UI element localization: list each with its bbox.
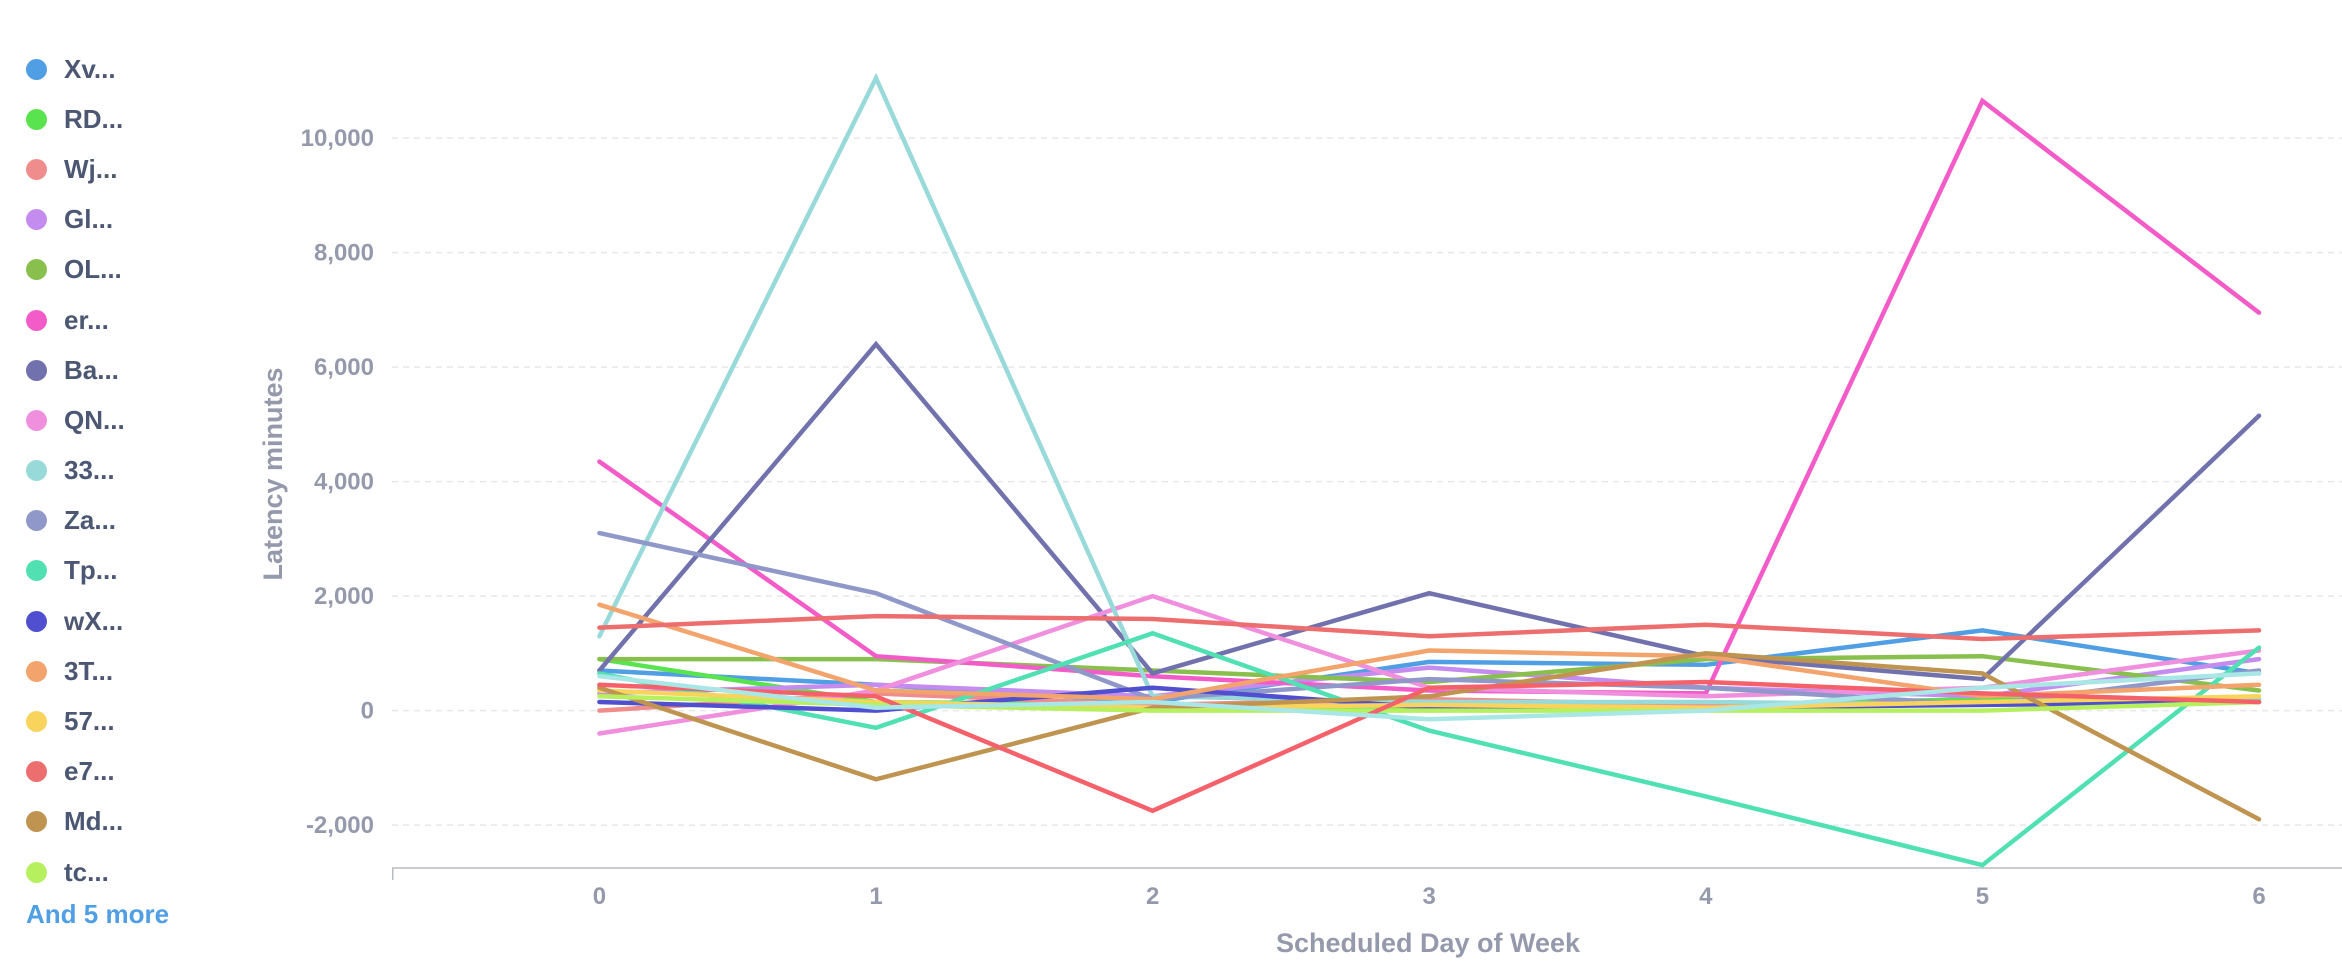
legend-item[interactable]: OL...	[26, 245, 226, 295]
legend-label: Xv...	[64, 53, 116, 84]
legend-label: Gl...	[64, 204, 114, 235]
legend-label: Wj...	[64, 153, 118, 184]
series-lines	[597, 72, 2262, 868]
legend-item[interactable]: QN...	[26, 395, 226, 445]
legend-label: Tp...	[64, 555, 118, 586]
legend-swatch	[26, 660, 47, 682]
legend-item[interactable]: 3T...	[26, 646, 226, 696]
x-tick-label: 5	[1976, 883, 1989, 910]
y-tick-label: 10,000	[301, 125, 374, 152]
legend-label: RD...	[64, 103, 124, 134]
series-line[interactable]	[597, 671, 2262, 722]
legend-label: Ba...	[64, 354, 119, 385]
grid-lines	[392, 137, 2342, 826]
legend-swatch	[26, 510, 47, 532]
legend-swatch	[26, 861, 47, 883]
legend-label: 57...	[64, 706, 115, 737]
series-line[interactable]	[597, 653, 2262, 693]
x-tick-label: 2	[1146, 883, 1159, 910]
legend-swatch	[26, 560, 47, 582]
legend: Xv... RD... Wj... Gl... OL... er... Ba... QN...…	[26, 44, 226, 930]
x-tick-label: 6	[2252, 883, 2265, 910]
legend-swatch	[26, 761, 47, 783]
legend-swatch	[26, 158, 47, 180]
legend-label: QN...	[64, 404, 125, 435]
legend-item[interactable]: Md...	[26, 797, 226, 847]
x-tick-label: 1	[869, 883, 882, 910]
legend-label: wX...	[64, 605, 124, 636]
legend-label: Za...	[64, 505, 117, 536]
legend-label: e7...	[64, 756, 115, 787]
series-line[interactable]	[597, 602, 2262, 702]
legend-item[interactable]: 57...	[26, 696, 226, 746]
y-tick-label: 4,000	[314, 469, 374, 496]
series-line[interactable]	[597, 97, 2262, 696]
legend-more-link[interactable]: And 5 more	[26, 899, 170, 930]
legend-swatch	[26, 108, 47, 130]
legend-item[interactable]: 33...	[26, 446, 226, 496]
series-line[interactable]	[597, 694, 2262, 713]
legend-item[interactable]: Wj...	[26, 144, 226, 194]
legend-item[interactable]: er...	[26, 295, 226, 345]
legend-item[interactable]: Tp...	[26, 546, 226, 596]
legend-label: Md...	[64, 806, 124, 837]
legend-swatch	[26, 610, 47, 632]
axes	[392, 867, 2342, 880]
legend-swatch	[26, 811, 47, 833]
x-tick-labels: 0 1 2 3 4 5 6	[593, 883, 2266, 910]
legend-swatch	[26, 409, 47, 431]
legend-label: 3T...	[64, 655, 114, 686]
x-tick-label: 0	[593, 883, 606, 910]
y-tick-label: 0	[361, 698, 374, 725]
series-line[interactable]	[597, 72, 2262, 708]
series-line[interactable]	[597, 613, 2262, 642]
legend-label: OL...	[64, 254, 122, 285]
legend-item[interactable]: RD...	[26, 94, 226, 144]
y-tick-label: 6,000	[314, 354, 374, 381]
legend-label: er...	[64, 304, 109, 335]
legend-item[interactable]: tc...	[26, 847, 226, 897]
series-line[interactable]	[597, 630, 2262, 868]
y-tick-labels: -2,000 0 2,000 4,000 6,000 8,000 10,000	[301, 125, 374, 839]
legend-item[interactable]: Xv...	[26, 44, 226, 94]
series-line[interactable]	[597, 651, 2262, 822]
legend-swatch	[26, 209, 47, 231]
legend-swatch	[26, 309, 47, 331]
legend-swatch	[26, 460, 47, 482]
series-line[interactable]	[597, 685, 2262, 713]
y-tick-label: 8,000	[314, 240, 374, 267]
legend-item[interactable]: Za...	[26, 496, 226, 546]
legend-swatch	[26, 359, 47, 381]
y-tick-label: -2,000	[306, 812, 374, 839]
x-axis-label: Scheduled Day of Week	[1276, 928, 1581, 958]
legend-item[interactable]: e7...	[26, 747, 226, 797]
legend-label: 33...	[64, 455, 115, 486]
legend-swatch	[26, 711, 47, 733]
legend-item[interactable]: Ba...	[26, 345, 226, 395]
legend-item[interactable]: wX...	[26, 596, 226, 646]
legend-label: tc...	[64, 856, 109, 887]
legend-swatch	[26, 259, 47, 281]
series-line[interactable]	[597, 679, 2262, 814]
y-axis-label: Latency minutes	[258, 367, 288, 580]
legend-swatch	[26, 58, 47, 80]
y-tick-label: 2,000	[314, 583, 374, 610]
x-tick-label: 4	[1699, 883, 1713, 910]
legend-item[interactable]: Gl...	[26, 195, 226, 245]
series-line[interactable]	[597, 688, 2262, 710]
x-tick-label: 3	[1423, 883, 1436, 910]
series-line[interactable]	[597, 340, 2262, 682]
